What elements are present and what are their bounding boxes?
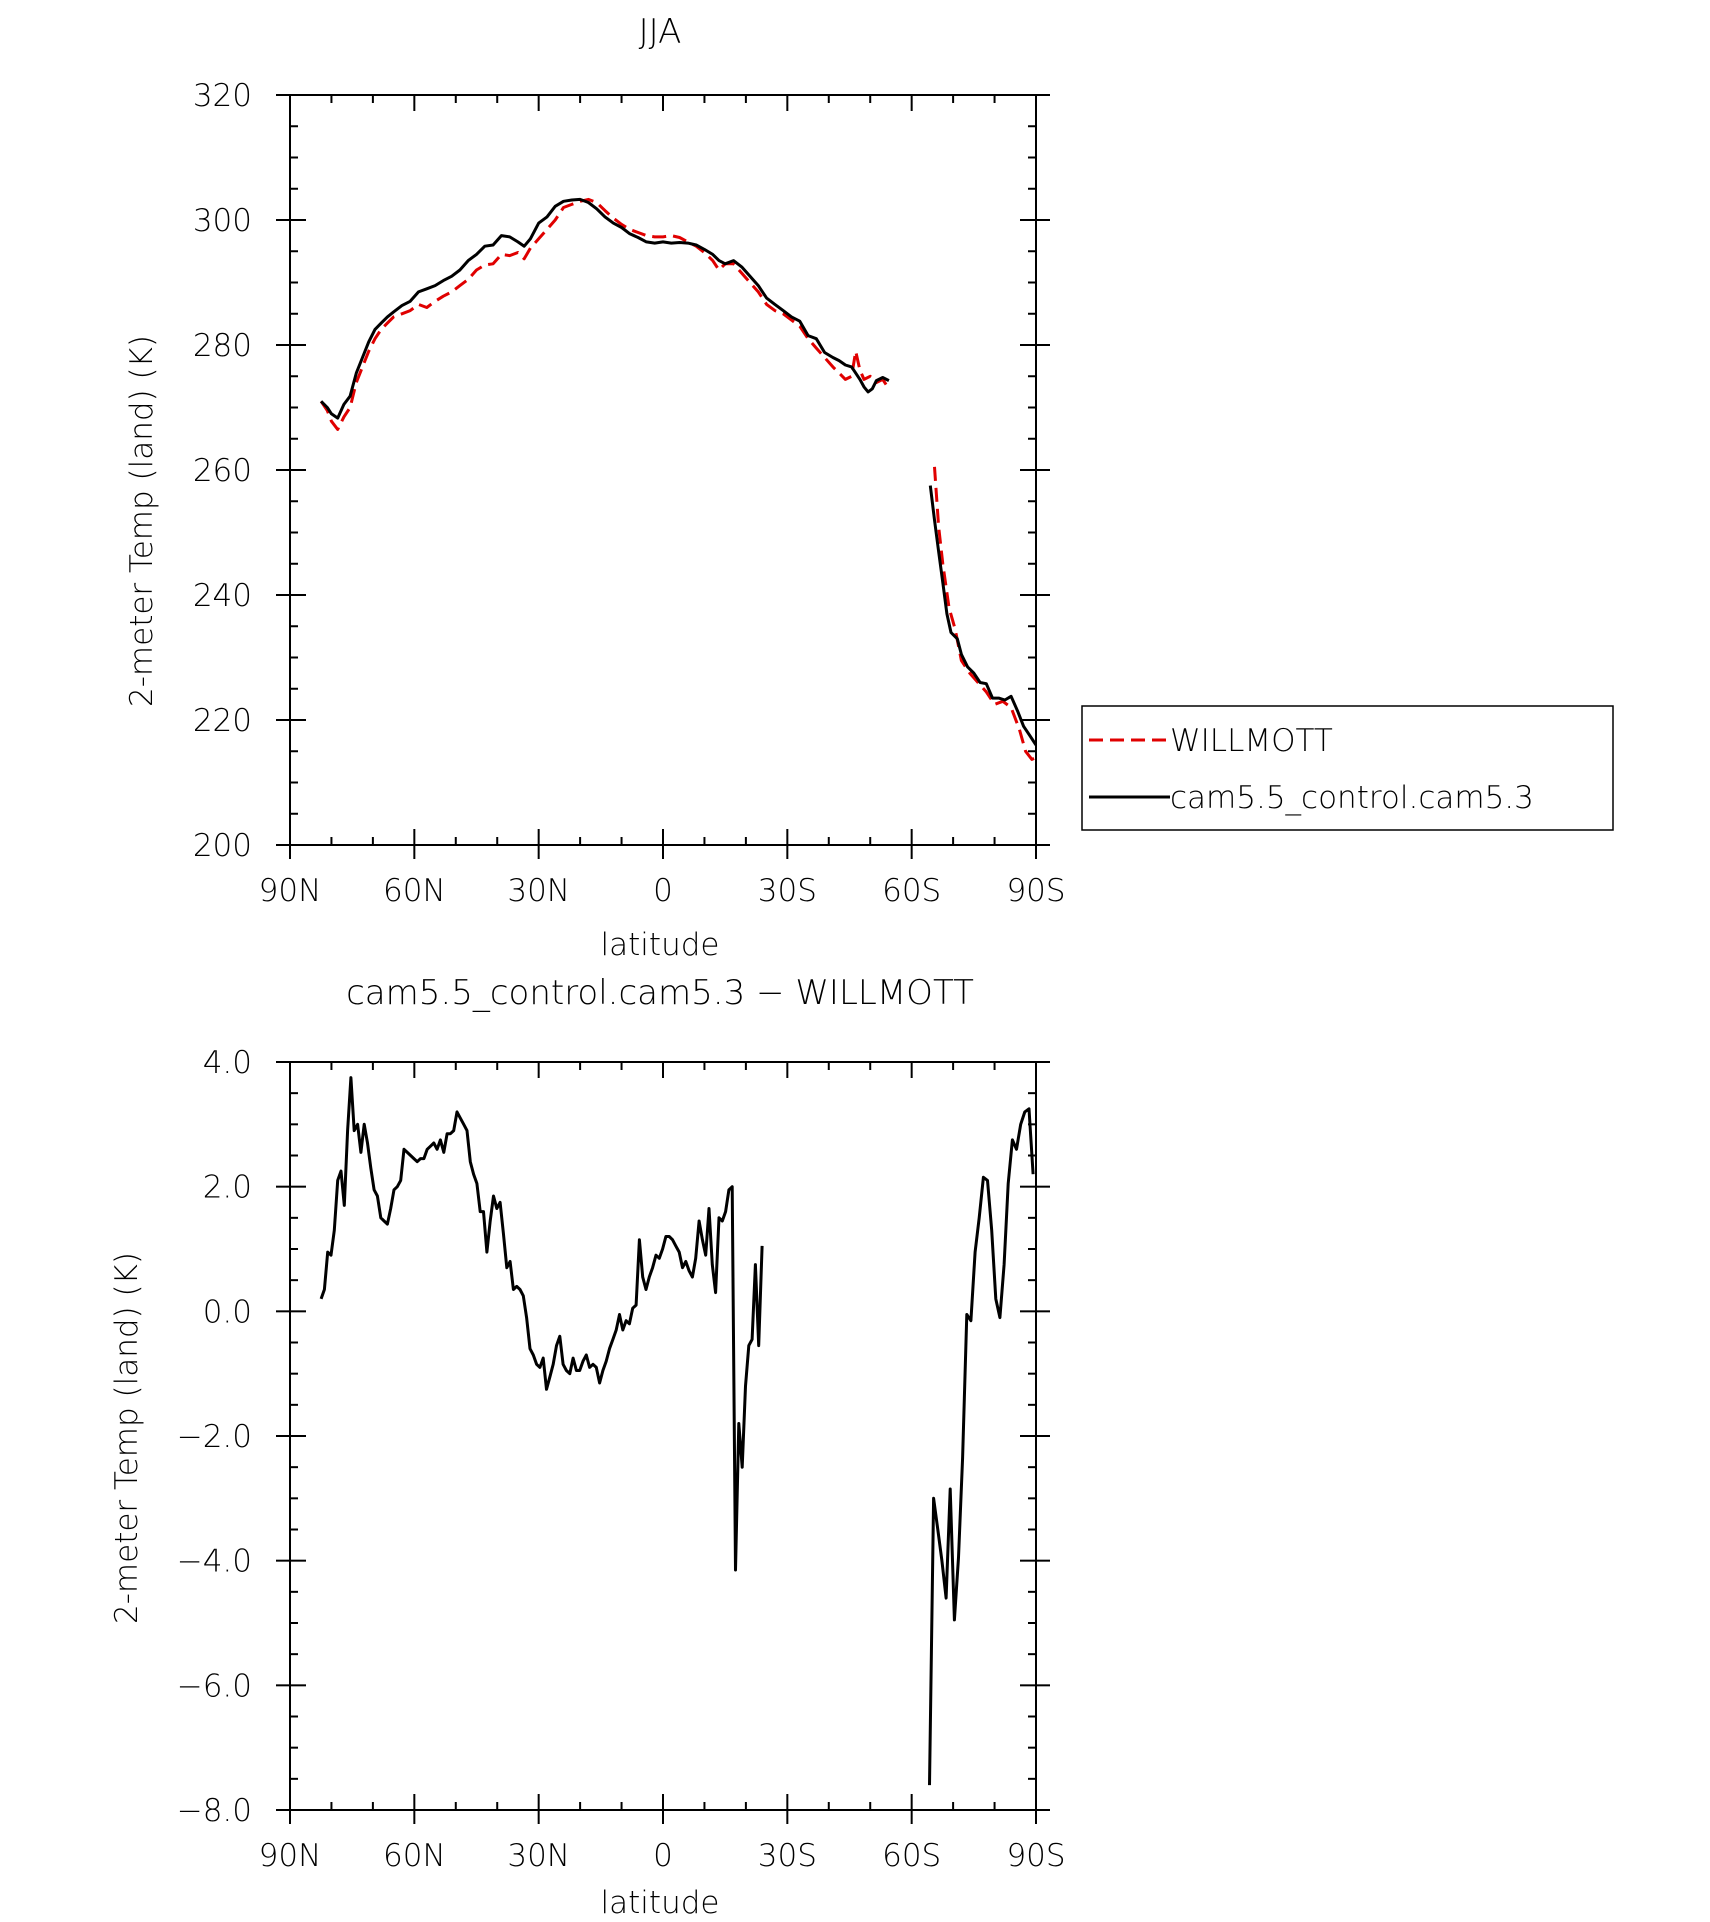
top-plot-area: 90N 60N 30N 0 30S 60S 90S 320 300 280 260 240 220 200 <box>193 78 1066 909</box>
top-y-tick-label: 220 <box>193 703 252 739</box>
bottom-y-tick-label: −6.0 <box>177 1668 252 1704</box>
bottom-series-0-line <box>319 1076 764 1572</box>
top-series-0-line <box>319 197 891 431</box>
bottom-x-tick-label: 30N <box>507 1838 570 1874</box>
bottom-title: cam5.5_control.cam5.3 − WILLMOTT <box>346 973 974 1013</box>
top-series-1-line <box>320 197 890 420</box>
bottom-x-tick-label: 0 <box>653 1838 673 1874</box>
top-y-tick-label: 240 <box>193 578 252 614</box>
bottom-x-tick-label: 60S <box>882 1838 941 1874</box>
top-panel: JJA 90N 60N 30N 0 30S 60S 90S 320 300 280 260 240 22… <box>124 12 1066 963</box>
bottom-x-tick-label: 30S <box>758 1838 817 1874</box>
top-y-tick-label: 200 <box>193 828 252 864</box>
top-y-tick-label: 260 <box>193 453 252 489</box>
top-x-tick-label: 60N <box>383 873 446 909</box>
top-y-tick-label: 300 <box>193 203 252 239</box>
bottom-y-tick-label: 2.0 <box>203 1170 252 1206</box>
bottom-y-tick-label: −8.0 <box>177 1793 252 1829</box>
bottom-x-tick-label: 90N <box>259 1838 322 1874</box>
bottom-y-tick-label: 4.0 <box>203 1045 252 1081</box>
bottom-x-axis-label: latitude <box>601 1885 720 1921</box>
legend-box <box>1081 705 1614 831</box>
top-x-tick-label: 60S <box>882 873 941 909</box>
top-plot-frame <box>289 94 1037 846</box>
top-y-axis-label: 2-meter Temp (land) (K) <box>124 335 160 707</box>
top-x-tick-label: 90N <box>259 873 322 909</box>
bottom-y-axis-label: 2-meter Temp (land) (K) <box>109 1252 145 1624</box>
top-x-tick-label: 0 <box>653 873 673 909</box>
bottom-y-tick-label: −4.0 <box>177 1544 252 1580</box>
top-series-0-line <box>933 466 1036 761</box>
top-y-tick-label: 320 <box>193 78 252 114</box>
top-x-axis-label: latitude <box>601 927 720 963</box>
bottom-x-tick-label: 60N <box>383 1838 446 1874</box>
bottom-y-tick-label: 0.0 <box>203 1294 252 1330</box>
top-x-tick-label: 30S <box>758 873 817 909</box>
bottom-y-tick-label: −2.0 <box>177 1419 252 1455</box>
top-title: JJA <box>639 12 682 52</box>
top-x-tick-label: 90S <box>1006 873 1065 909</box>
bottom-plot-area: 90N 60N 30N 0 30S 60S 90S 4.0 2.0 0.0 −2.0 −4.0 −6.0… <box>177 1045 1066 1874</box>
legend: WILLMOTT cam5.5_control.cam5.3 <box>1081 705 1614 831</box>
legend-label-willmott: WILLMOTT <box>1170 723 1333 759</box>
bottom-series-0-line <box>928 1107 1035 1786</box>
top-x-tick-label: 30N <box>507 873 570 909</box>
legend-label-cam: cam5.5_control.cam5.3 <box>1170 780 1534 816</box>
bottom-x-tick-label: 90S <box>1006 1838 1065 1874</box>
top-y-tick-label: 280 <box>193 328 252 364</box>
bottom-panel: cam5.5_control.cam5.3 − WILLMOTT 90N 60N 3… <box>109 973 1066 1921</box>
top-series-1-line <box>928 485 1036 746</box>
